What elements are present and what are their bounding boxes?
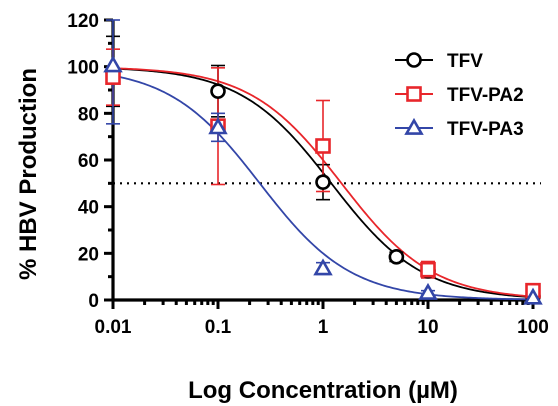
y-tick-label: 100: [67, 58, 99, 79]
legend-marker-tfv-pa3: [404, 117, 424, 135]
y-tick-label: 120: [67, 11, 99, 32]
legend-marker-tfv-pa2: [406, 86, 422, 102]
axes-layer: 0 20 40 60 80 100 120 0.01 0.1 1 10 100: [67, 11, 549, 338]
markers-layer: [103, 55, 543, 305]
y-tick-label: 20: [78, 244, 99, 265]
data-point-tfv-pa3: [418, 282, 438, 300]
data-point-tfv: [210, 83, 226, 99]
legend-label-tfv-pa3: TFV-PA3: [447, 119, 524, 140]
data-point-tfv-pa3: [103, 55, 123, 73]
x-axis-title: Log Concentration (µM): [188, 377, 458, 404]
legend-label-tfv-pa2: TFV-PA2: [447, 85, 524, 106]
legend-label-tfv: TFV: [447, 51, 483, 72]
x-tick-label: 100: [517, 317, 549, 338]
x-tick-label: 0.01: [95, 317, 132, 338]
legend-marker-tfv: [406, 52, 422, 68]
y-tick-label: 80: [78, 104, 99, 125]
data-point-tfv-pa2: [420, 261, 436, 278]
data-point-tfv-pa2: [315, 138, 331, 154]
fit-curve-tfv-pa3: [112, 74, 534, 301]
data-point-tfv-pa3: [523, 287, 543, 305]
legend: TFV TFV-PA2 TFV-PA3: [395, 51, 524, 140]
y-tick-label: 60: [78, 151, 99, 172]
data-point-tfv-pa2: [105, 69, 121, 85]
x-tick-label: 10: [417, 317, 438, 338]
data-point-tfv-pa3: [208, 117, 228, 135]
data-point-tfv: [388, 249, 405, 265]
x-tick-label: 0.1: [205, 317, 232, 338]
data-point-tfv: [315, 174, 331, 190]
y-tick-label: 40: [78, 198, 99, 219]
x-tick-label: 1: [318, 317, 329, 338]
y-tick-label: 0: [88, 291, 99, 312]
data-point-tfv-pa3: [313, 258, 333, 276]
y-axis-title: % HBV Production: [15, 68, 42, 280]
